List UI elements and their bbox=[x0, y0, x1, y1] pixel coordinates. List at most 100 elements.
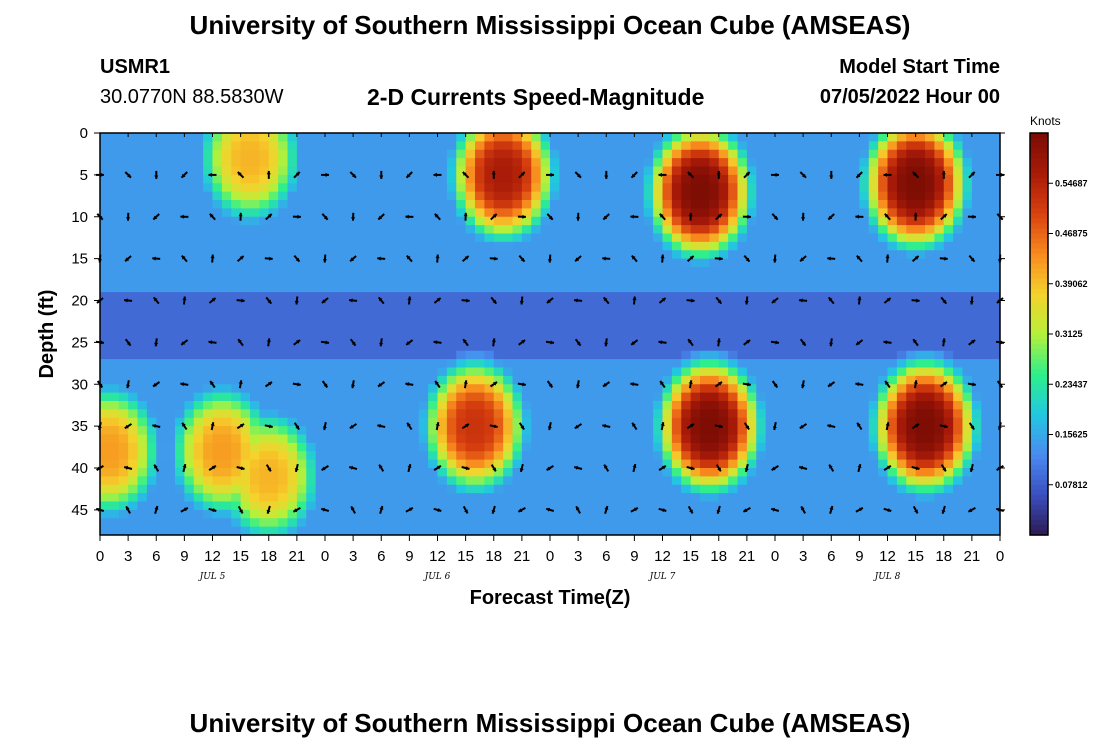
heatmap-cell bbox=[671, 518, 682, 528]
heatmap-cell bbox=[831, 191, 842, 201]
heatmap-cell bbox=[137, 174, 148, 184]
heatmap-cell bbox=[550, 233, 560, 243]
heatmap-cell bbox=[212, 267, 223, 276]
heatmap-cell bbox=[756, 451, 767, 461]
heatmap-cell bbox=[765, 300, 776, 310]
heatmap-cell bbox=[840, 174, 851, 184]
heatmap-cell bbox=[296, 292, 307, 302]
heatmap-cell bbox=[821, 241, 832, 251]
heatmap-cell bbox=[128, 208, 139, 218]
heatmap-cell bbox=[540, 384, 551, 394]
heatmap-cell bbox=[821, 183, 832, 193]
heatmap-cell bbox=[737, 518, 748, 528]
heatmap-cell bbox=[165, 241, 176, 251]
heatmap-cell bbox=[437, 367, 448, 377]
heatmap-cell bbox=[943, 258, 954, 268]
heatmap-cell bbox=[662, 283, 673, 293]
heatmap-cell bbox=[390, 267, 401, 276]
heatmap-cell bbox=[925, 208, 935, 218]
heatmap-cell bbox=[465, 493, 476, 503]
heatmap-cell bbox=[203, 334, 214, 343]
heatmap-cell bbox=[540, 158, 551, 168]
heatmap-cell bbox=[156, 174, 167, 184]
heatmap-cell bbox=[400, 426, 410, 436]
heatmap-cell bbox=[934, 484, 945, 494]
heatmap-cell bbox=[728, 325, 739, 335]
heatmap-cell bbox=[371, 434, 382, 444]
heatmap-cell bbox=[512, 183, 523, 193]
heatmap-cell bbox=[353, 317, 364, 327]
heatmap-cell bbox=[981, 183, 992, 193]
heatmap-cell bbox=[418, 359, 429, 369]
heatmap-cell bbox=[231, 325, 242, 335]
heatmap-cell bbox=[156, 325, 167, 335]
heatmap-cell bbox=[381, 258, 392, 268]
heatmap-cell bbox=[653, 325, 664, 335]
heatmap-cell bbox=[353, 459, 364, 469]
heatmap-cell bbox=[437, 300, 448, 310]
heatmap-cell bbox=[737, 367, 748, 377]
heatmap-cell bbox=[521, 300, 532, 310]
heatmap-cell bbox=[700, 392, 710, 402]
heatmap-cell bbox=[287, 367, 298, 377]
heatmap-cell bbox=[278, 409, 289, 419]
heatmap-cell bbox=[990, 166, 1000, 176]
heatmap-cell bbox=[437, 275, 448, 285]
heatmap-cell bbox=[325, 308, 335, 318]
heatmap-cell bbox=[934, 468, 945, 477]
heatmap-cell bbox=[484, 476, 495, 486]
heatmap-cell bbox=[643, 183, 654, 193]
heatmap-cell bbox=[287, 317, 298, 327]
heatmap-cell bbox=[353, 275, 364, 285]
heatmap-cell bbox=[700, 241, 710, 251]
heatmap-cell bbox=[634, 442, 645, 452]
heatmap-cell bbox=[840, 250, 851, 260]
heatmap-cell bbox=[718, 476, 729, 486]
heatmap-cell bbox=[671, 133, 682, 142]
heatmap-cell bbox=[812, 401, 823, 410]
current-arrow-head bbox=[435, 254, 440, 259]
heatmap-cell bbox=[718, 442, 729, 452]
heatmap-cell bbox=[793, 526, 804, 535]
heatmap-cell bbox=[146, 375, 157, 385]
heatmap-cell bbox=[971, 166, 982, 176]
heatmap-cell bbox=[493, 216, 504, 226]
current-arrow-head bbox=[717, 214, 722, 218]
heatmap-cell bbox=[390, 308, 401, 318]
heatmap-cell bbox=[850, 350, 860, 360]
heatmap-cell bbox=[906, 493, 917, 503]
heatmap-cell bbox=[831, 384, 842, 394]
heatmap-cell bbox=[821, 468, 832, 477]
heatmap-cell bbox=[390, 283, 401, 293]
heatmap-cell bbox=[493, 392, 504, 402]
heatmap-cell bbox=[184, 241, 195, 251]
heatmap-cell bbox=[428, 267, 439, 276]
heatmap-cell bbox=[400, 342, 410, 352]
heatmap-cell bbox=[803, 317, 814, 327]
heatmap-cell bbox=[521, 225, 532, 235]
heatmap-cell bbox=[578, 526, 589, 535]
heatmap-cell bbox=[812, 451, 823, 461]
heatmap-cell bbox=[456, 267, 467, 276]
heatmap-cell bbox=[990, 292, 1000, 302]
heatmap-cell bbox=[175, 174, 185, 184]
heatmap-cell bbox=[362, 384, 373, 394]
heatmap-cell bbox=[831, 275, 842, 285]
heatmap-cell bbox=[203, 401, 214, 410]
heatmap-cell bbox=[700, 509, 710, 519]
heatmap-cell bbox=[287, 325, 298, 335]
heatmap-cell bbox=[728, 434, 739, 444]
heatmap-cell bbox=[250, 518, 260, 528]
heatmap-cell bbox=[690, 334, 701, 343]
heatmap-cell bbox=[137, 476, 148, 486]
heatmap-cell bbox=[596, 325, 607, 335]
heatmap-cell bbox=[803, 476, 814, 486]
heatmap-cell bbox=[306, 476, 317, 486]
heatmap-cell bbox=[859, 141, 870, 151]
heatmap-cell bbox=[371, 141, 382, 151]
heatmap-cell bbox=[962, 501, 973, 511]
heatmap-cell bbox=[653, 166, 664, 176]
heatmap-cell bbox=[709, 267, 720, 276]
heatmap-cell bbox=[456, 459, 467, 469]
current-arrow-head bbox=[349, 298, 353, 303]
